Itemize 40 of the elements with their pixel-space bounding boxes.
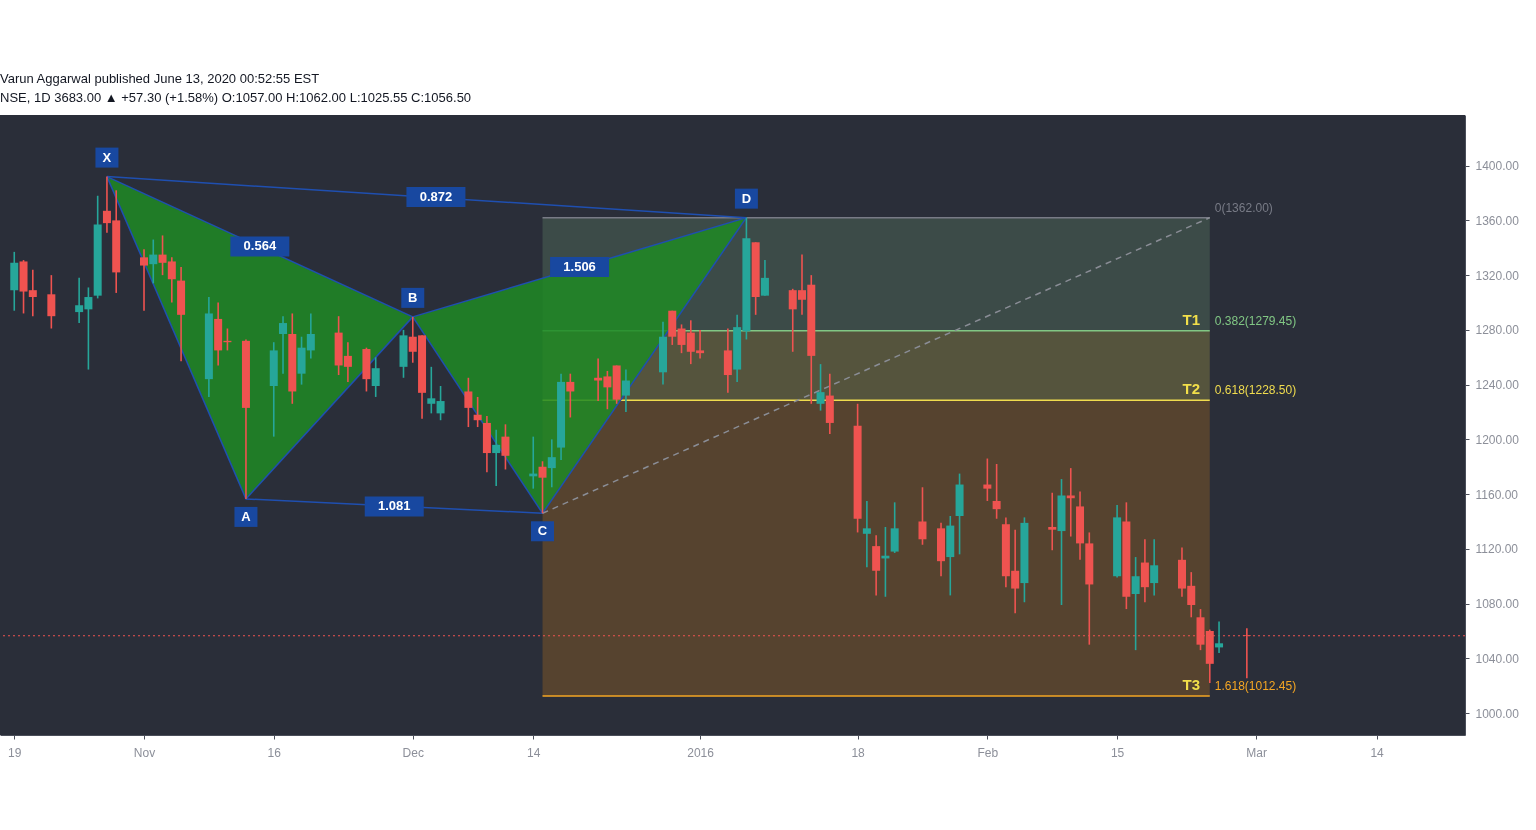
x-tick-label: Dec [402,745,424,760]
annotation: 0.872 [419,189,453,205]
annotation: 0.564 [243,238,277,254]
x-tick-label: Feb [977,745,999,760]
x-tick-label: 14 [527,745,541,760]
data-label: B [408,289,418,305]
x-tick-label: 14 [1370,745,1385,760]
data-label: A [241,508,252,524]
annotation: T2 [1182,380,1200,398]
y-tick-label: 1120.00 [1475,542,1519,557]
ref-line-label: 0.618(1228.50) [1214,383,1297,398]
annotation: 1.506 [563,258,596,274]
data-label: D [741,190,752,206]
chart-subtitle: NSE, 1D 3683.00 ▲ +57.30 (+1.58%) O:1057.00 H:1062.00 L:1025.55 C:1056.50 [0,90,472,105]
ref-line-label: 1.618(1012.45) [1214,679,1297,694]
y-tick-label: 1040.00 [1475,651,1520,666]
annotation: T3 [1182,676,1200,694]
y-tick-label: 1280.00 [1475,323,1520,338]
x-tick-label: 2016 [687,745,715,760]
x-tick-label: 16 [267,745,282,760]
x-tick-label: Nov [133,745,156,760]
x-tick-label: Mar [1246,745,1267,760]
y-tick-label: 1320.00 [1475,268,1520,283]
y-tick-label: 1160.00 [1475,487,1519,502]
y-tick-label: 1080.00 [1475,597,1520,612]
x-tick-label: 15 [1110,745,1125,760]
y-tick-label: 1000.00 [1475,706,1520,721]
data-label: X [102,149,112,165]
ref-line-label: 0(1362.00) [1214,200,1273,215]
x-tick-label: 19 [8,745,22,760]
y-tick-label: 1240.00 [1475,378,1520,393]
x-tick-label: 18 [851,745,866,760]
chart-title: Varun Aggarwal published June 13, 2020 00:52:55 EST [0,71,320,86]
y-tick-label: 1200.00 [1475,432,1520,447]
data-label: C [537,523,548,539]
y-tick-label: 1400.00 [1475,159,1520,174]
ref-line-label: 0.382(1279.45) [1214,313,1297,328]
annotation: 1.081 [377,498,411,514]
annotation: T1 [1182,310,1200,328]
y-tick-label: 1360.00 [1475,213,1520,228]
